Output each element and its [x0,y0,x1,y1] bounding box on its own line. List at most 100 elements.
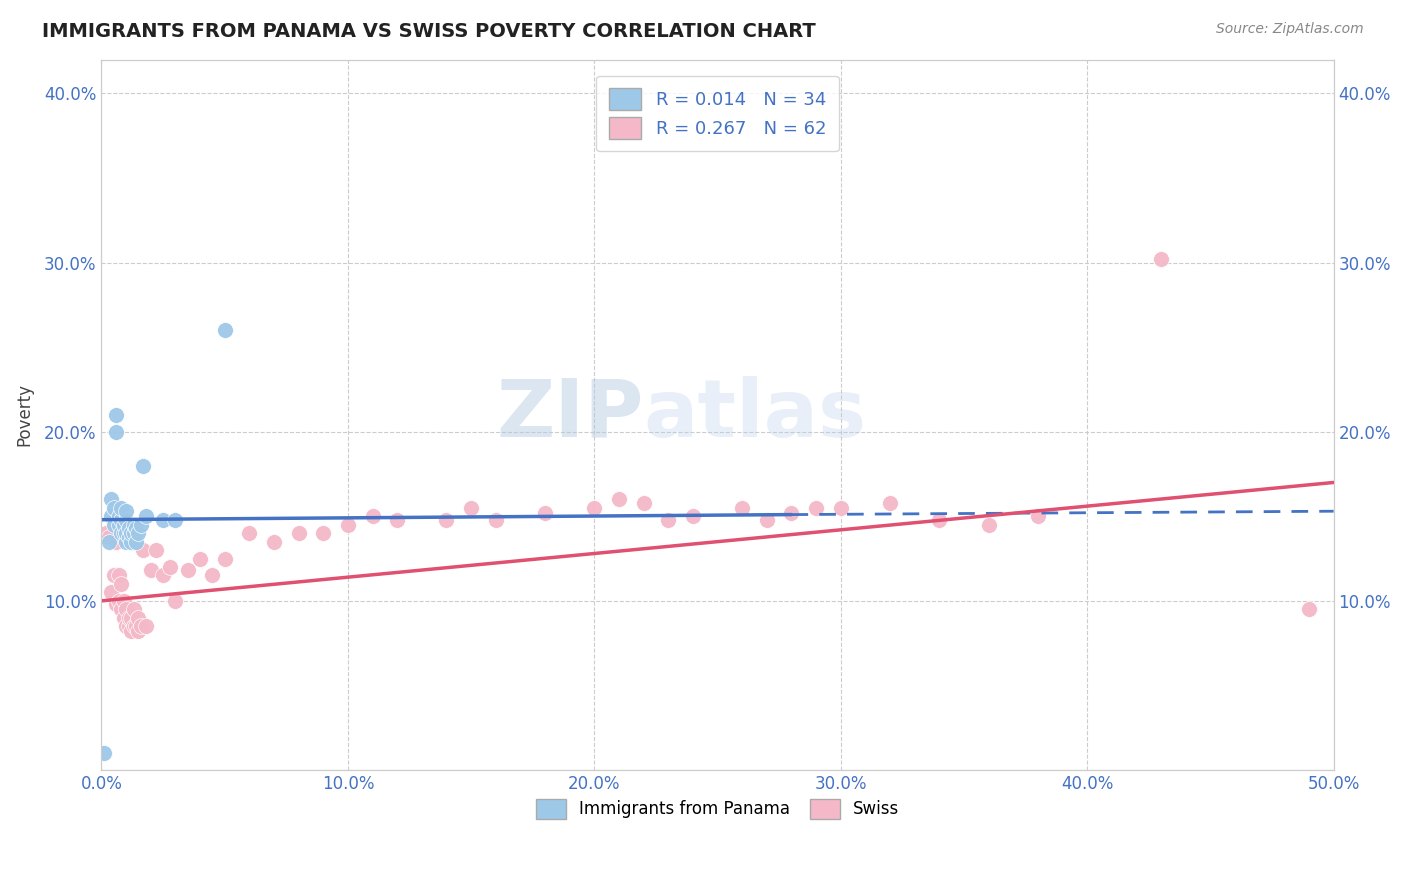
Point [100,585,122,599]
Point [135,619,157,633]
Point [115,619,138,633]
Point [122,602,145,616]
Point [607,492,630,507]
Point [117,619,139,633]
Point [105,425,128,439]
Point [120,526,142,541]
Y-axis label: Poverty: Poverty [15,384,32,446]
Point [122,526,145,541]
Text: atlas: atlas [644,376,866,454]
Point [657,513,679,527]
Point [879,496,901,510]
Point [120,611,142,625]
Point [132,543,155,558]
Point [120,534,142,549]
Point [93,746,115,760]
Point [110,513,132,527]
Point [103,517,125,532]
Point [177,563,200,577]
Text: Source: ZipAtlas.com: Source: ZipAtlas.com [1216,22,1364,37]
Point [117,530,139,544]
Point [201,568,224,582]
Point [110,577,132,591]
Point [103,568,125,582]
Text: IMMIGRANTS FROM PANAMA VS SWISS POVERTY CORRELATION CHART: IMMIGRANTS FROM PANAMA VS SWISS POVERTY … [42,22,815,41]
Point [152,513,174,527]
Point [112,526,135,541]
Point [139,563,162,577]
Point [460,500,482,515]
Point [385,513,408,527]
Point [127,624,149,639]
Point [214,551,236,566]
Point [125,619,148,633]
Point [96,526,118,541]
Point [115,513,138,527]
Point [112,611,135,625]
Point [117,611,139,625]
Point [115,504,138,518]
Point [110,526,132,541]
Point [110,602,132,616]
Point [107,594,129,608]
Point [110,500,132,515]
Point [129,517,152,532]
Point [287,526,309,541]
Point [127,526,149,541]
Point [97,530,120,544]
Point [105,408,128,422]
Point [122,619,145,633]
Point [103,500,125,515]
Text: ZIP: ZIP [496,376,644,454]
Point [780,506,803,520]
Point [115,534,138,549]
Point [117,521,139,535]
Point [928,513,950,527]
Point [682,509,704,524]
Point [755,513,778,527]
Point [165,594,187,608]
Point [165,513,187,527]
Point [214,323,236,337]
Point [336,517,359,532]
Point [127,611,149,625]
Point [105,534,128,549]
Point [105,597,128,611]
Point [125,534,148,549]
Point [135,509,157,524]
Point [97,534,120,549]
Point [1150,252,1173,267]
Point [977,517,1000,532]
Point [1026,509,1049,524]
Point [132,458,155,473]
Point [152,568,174,582]
Point [312,526,335,541]
Point [107,517,129,532]
Point [633,496,655,510]
Point [436,513,458,527]
Legend: Immigrants from Panama, Swiss: Immigrants from Panama, Swiss [529,792,907,826]
Point [830,500,852,515]
Point [100,509,122,524]
Point [361,509,384,524]
Point [107,509,129,524]
Point [125,521,148,535]
Point [122,517,145,532]
Point [112,594,135,608]
Point [583,500,606,515]
Point [145,543,167,558]
Point [129,619,152,633]
Point [485,513,508,527]
Point [188,551,211,566]
Point [731,500,754,515]
Point [159,560,181,574]
Point [100,492,122,507]
Point [120,624,142,639]
Point [115,602,138,616]
Point [263,534,285,549]
Point [534,506,557,520]
Point [115,526,138,541]
Point [107,568,129,582]
Point [112,517,135,532]
Point [238,526,260,541]
